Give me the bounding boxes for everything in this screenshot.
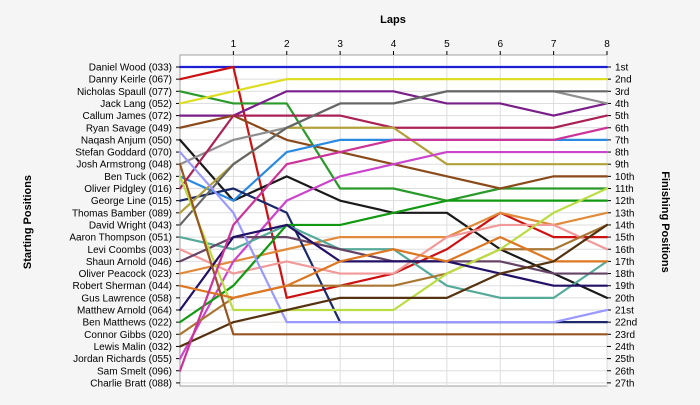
driver-labels: Daniel Wood (033)Danny Keirle (067)Nicho… bbox=[69, 63, 180, 389]
finishing-position-label: 8th bbox=[615, 148, 629, 159]
driver-label: Jack Lang (052) bbox=[100, 99, 172, 110]
lap-tick-label: 1 bbox=[231, 39, 237, 50]
driver-label: Levi Coombs (003) bbox=[88, 245, 172, 256]
series-line bbox=[178, 90, 609, 227]
finishing-position-label: 9th bbox=[615, 160, 629, 171]
y-axis-left-label: Starting Positions bbox=[22, 175, 34, 269]
driver-label: Stefan Goddard (070) bbox=[75, 148, 172, 159]
finishing-position-label: 16th bbox=[615, 245, 634, 256]
driver-label: Jordan Richards (055) bbox=[73, 354, 172, 365]
finishing-position-label: 23rd bbox=[615, 330, 635, 341]
finishing-position-label: 19th bbox=[615, 281, 634, 292]
finishing-position-label: 26th bbox=[615, 366, 634, 377]
finishing-position-label: 18th bbox=[615, 269, 634, 280]
driver-label: Connor Gibbs (020) bbox=[84, 330, 172, 341]
driver-label: Oliver Pidgley (016) bbox=[84, 184, 172, 195]
finishing-position-label: 22nd bbox=[615, 318, 637, 329]
series-line bbox=[178, 175, 609, 312]
driver-label: Callum James (072) bbox=[83, 111, 172, 122]
grid bbox=[179, 51, 608, 387]
driver-label: Daniel Wood (033) bbox=[89, 63, 172, 74]
series-lines bbox=[178, 65, 609, 372]
finishing-position-label: 27th bbox=[615, 378, 634, 389]
driver-label: Sam Smelt (096) bbox=[97, 366, 172, 377]
series-line bbox=[178, 223, 609, 348]
series-line bbox=[178, 236, 609, 299]
finishing-position-label: 24th bbox=[615, 342, 634, 353]
finishing-position-label: 14th bbox=[615, 220, 634, 231]
driver-label: Shaun Arnold (046) bbox=[86, 257, 172, 268]
driver-label: Lewis Malin (032) bbox=[94, 342, 172, 353]
series-line bbox=[178, 211, 609, 275]
series-line bbox=[178, 90, 609, 202]
lap-tick-label: 7 bbox=[551, 39, 557, 50]
finishing-position-label: 5th bbox=[615, 111, 629, 122]
y-axis-right-label: Finishing Positions bbox=[659, 171, 671, 272]
finishing-position-label: 20th bbox=[615, 293, 634, 304]
lap-tick-label: 6 bbox=[497, 39, 503, 50]
finishing-position-label: 11th bbox=[615, 184, 634, 195]
driver-label: Ben Matthews (022) bbox=[83, 318, 173, 329]
series-line bbox=[178, 90, 609, 117]
series-line bbox=[178, 163, 609, 336]
driver-label: Danny Keirle (067) bbox=[89, 75, 172, 86]
lap-tick-label: 4 bbox=[391, 39, 397, 50]
finishing-position-label: 21st bbox=[615, 306, 634, 317]
driver-label: Ben Tuck (062) bbox=[104, 172, 172, 183]
lap-tick-label: 2 bbox=[284, 39, 290, 50]
finishing-position-label: 13th bbox=[615, 208, 634, 219]
finishing-labels: 1st2nd3rd4th5th6th7th8th9th10th11th12th1… bbox=[607, 63, 637, 389]
driver-label: Matthew Arnold (064) bbox=[77, 306, 172, 317]
finishing-position-label: 6th bbox=[615, 123, 629, 134]
driver-label: Ryan Savage (049) bbox=[86, 123, 172, 134]
lap-tick-label: 8 bbox=[604, 39, 610, 50]
finishing-position-label: 12th bbox=[615, 196, 634, 207]
driver-label: Nicholas Spaull (077) bbox=[77, 87, 172, 98]
driver-label: David Wright (043) bbox=[89, 220, 172, 231]
lap-tick-label: 5 bbox=[444, 39, 450, 50]
finishing-position-label: 2nd bbox=[615, 75, 632, 86]
finishing-position-label: 1st bbox=[615, 63, 629, 74]
finishing-position-label: 10th bbox=[615, 172, 634, 183]
finishing-position-label: 17th bbox=[615, 257, 634, 268]
finishing-position-label: 3rd bbox=[615, 87, 629, 98]
series-line bbox=[178, 78, 609, 105]
driver-label: Naqash Anjum (050) bbox=[81, 135, 172, 146]
driver-label: Aaron Thompson (051) bbox=[69, 233, 172, 244]
driver-label: Gus Lawrence (058) bbox=[81, 293, 172, 304]
finishing-position-label: 7th bbox=[615, 135, 629, 146]
series-line bbox=[178, 223, 609, 312]
driver-label: George Line (015) bbox=[91, 196, 172, 207]
driver-label: Oliver Peacock (023) bbox=[79, 269, 172, 280]
series-line bbox=[178, 150, 609, 324]
chart-title: Laps bbox=[380, 14, 406, 26]
driver-label: Robert Sherman (044) bbox=[73, 281, 173, 292]
finishing-position-label: 15th bbox=[615, 233, 634, 244]
series-line bbox=[178, 199, 609, 324]
lap-tick-labels: 1 2 3 4 5 6 7 8 bbox=[231, 39, 611, 50]
lap-tick-label: 3 bbox=[337, 39, 343, 50]
series-line bbox=[178, 126, 609, 372]
finishing-position-label: 25th bbox=[615, 354, 634, 365]
driver-label: Josh Armstrong (048) bbox=[76, 160, 172, 171]
driver-label: Thomas Bamber (089) bbox=[72, 208, 172, 219]
driver-label: Charlie Bratt (088) bbox=[90, 378, 172, 389]
finishing-position-label: 4th bbox=[615, 99, 629, 110]
